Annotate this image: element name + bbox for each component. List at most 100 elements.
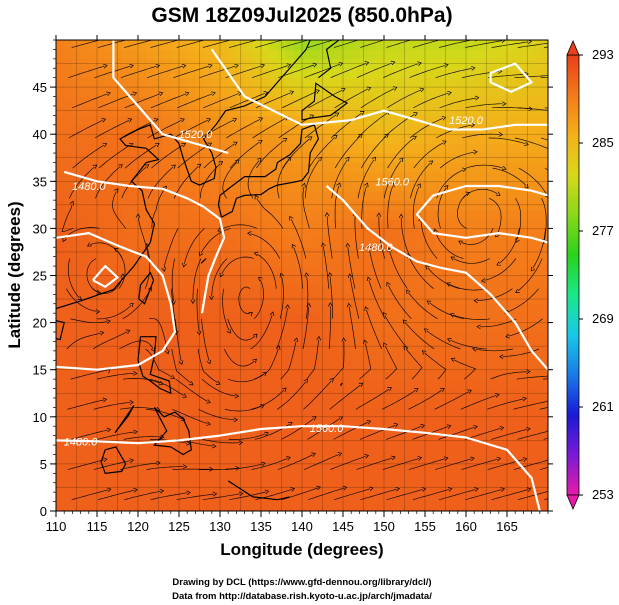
- field-cell: [244, 247, 254, 258]
- field-cell: [261, 209, 270, 220]
- field-cell: [179, 209, 188, 220]
- field-cell: [252, 482, 262, 493]
- field-cell: [56, 247, 65, 258]
- field-cell: [318, 124, 328, 135]
- field-cell: [236, 322, 246, 333]
- field-cell: [482, 266, 492, 277]
- field-cell: [474, 153, 483, 164]
- field-cell: [269, 313, 278, 324]
- field-cell: [203, 407, 213, 418]
- field-cell: [507, 463, 516, 474]
- field-cell: [334, 360, 344, 371]
- field-cell: [228, 454, 237, 465]
- field-cell: [261, 473, 270, 484]
- field-cell: [187, 294, 196, 305]
- field-cell: [449, 40, 459, 51]
- field-cell: [146, 360, 155, 371]
- streamline: [71, 489, 109, 501]
- field-cell: [449, 426, 459, 437]
- field-cell: [138, 492, 147, 503]
- field-cell: [113, 313, 123, 324]
- field-cell: [261, 190, 270, 201]
- streamline-arrow: [207, 142, 213, 147]
- field-cell: [121, 379, 131, 390]
- field-cell: [269, 153, 278, 164]
- field-cell: [310, 200, 319, 211]
- field-cell: [97, 332, 106, 343]
- field-cell: [482, 171, 492, 182]
- streamline: [98, 93, 134, 109]
- field-cell: [334, 303, 344, 314]
- field-cell: [474, 96, 483, 107]
- field-cell: [375, 143, 385, 154]
- field-cell: [449, 256, 459, 267]
- field-cell: [244, 266, 254, 277]
- streamline: [147, 166, 174, 199]
- field-cell: [113, 181, 123, 192]
- field-cell: [384, 397, 393, 408]
- streamline: [361, 136, 387, 169]
- field-cell: [531, 369, 541, 380]
- field-cell: [179, 388, 188, 399]
- field-cell: [392, 181, 401, 192]
- field-cell: [121, 247, 131, 258]
- field-cell: [523, 454, 533, 465]
- field-cell: [334, 379, 344, 390]
- field-cell: [56, 124, 65, 135]
- field-cell: [449, 492, 459, 503]
- field-cell: [261, 379, 270, 390]
- field-cell: [367, 40, 377, 51]
- streamline: [222, 288, 230, 331]
- field-cell: [261, 482, 270, 493]
- field-cell: [269, 322, 278, 333]
- field-cell: [56, 96, 65, 107]
- field-cell: [97, 322, 106, 333]
- field-cell: [129, 501, 139, 511]
- field-cell: [507, 49, 516, 60]
- field-cell: [384, 407, 393, 418]
- field-cell: [343, 322, 352, 333]
- field-cell: [400, 435, 410, 446]
- field-cell: [244, 40, 254, 51]
- streamline: [250, 389, 285, 410]
- field-cell: [72, 96, 82, 107]
- field-cell: [359, 473, 369, 484]
- field-cell: [498, 388, 508, 399]
- field-cell: [539, 463, 548, 474]
- field-cell: [515, 388, 524, 399]
- streamline-arrow: [458, 240, 463, 245]
- field-cell: [367, 313, 377, 324]
- coastline: [153, 406, 192, 456]
- field-cell: [277, 162, 287, 173]
- field-cell: [269, 124, 278, 135]
- field-cell: [252, 275, 262, 286]
- field-cell: [523, 96, 533, 107]
- height-contour: [489, 62, 533, 93]
- field-cell: [507, 360, 516, 371]
- field-cell: [64, 49, 73, 60]
- field-cell: [507, 416, 516, 427]
- field-cell: [474, 360, 483, 371]
- streamline-arrow: [500, 487, 506, 492]
- field-cell: [359, 426, 369, 437]
- field-cell: [285, 171, 295, 182]
- streamline-arrow: [103, 63, 108, 69]
- field-cell: [343, 482, 352, 493]
- field-cell: [457, 77, 467, 88]
- field-cell: [195, 473, 205, 484]
- field-cell: [56, 40, 65, 51]
- field-cell: [457, 49, 467, 60]
- field-cell: [146, 105, 155, 116]
- field-cell: [498, 454, 508, 465]
- field-cell: [392, 171, 401, 182]
- field-cell: [457, 473, 467, 484]
- streamline-arrow: [446, 338, 452, 343]
- field-cell: [236, 209, 246, 220]
- field-cell: [490, 87, 500, 98]
- field-cell: [351, 454, 360, 465]
- field-cell: [285, 237, 295, 248]
- field-cell: [64, 426, 73, 437]
- field-cell: [400, 96, 410, 107]
- streamline-arrow: [392, 86, 398, 91]
- field-cell: [105, 501, 114, 511]
